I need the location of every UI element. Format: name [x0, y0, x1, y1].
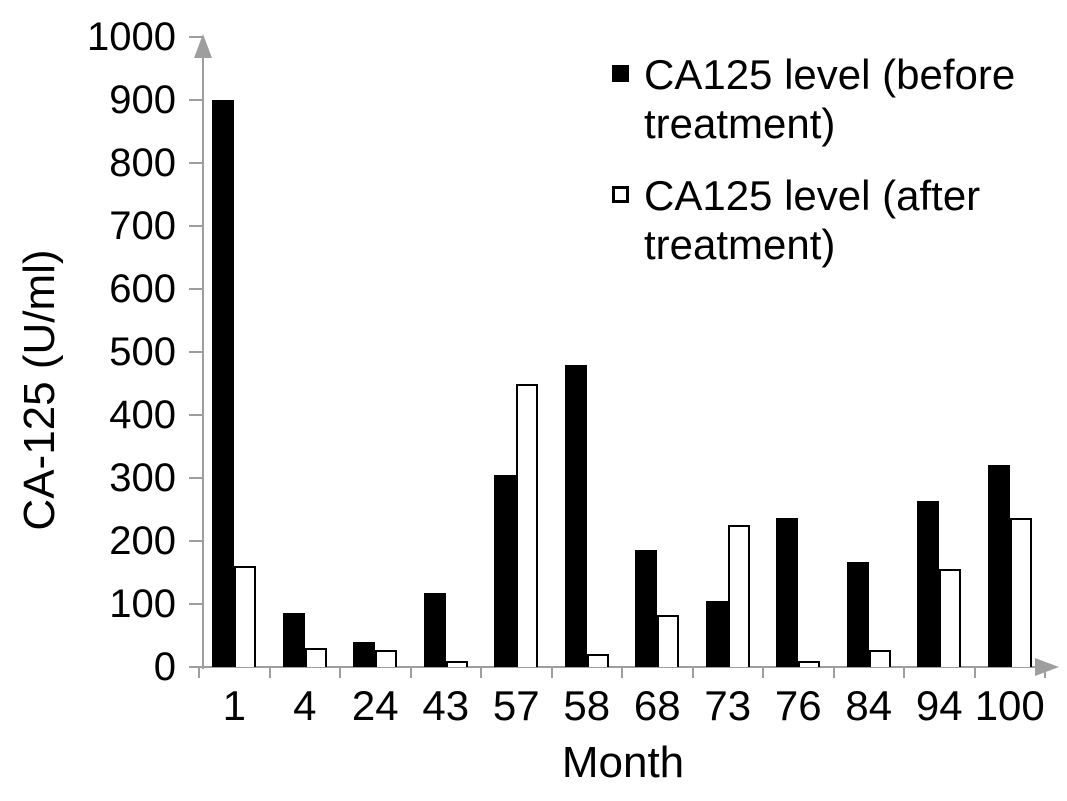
y-tick [189, 225, 203, 227]
y-axis-arrow-icon [194, 34, 212, 58]
y-tick [189, 414, 203, 416]
x-tick [480, 667, 482, 678]
x-tick [621, 667, 623, 678]
y-tick-label: 300 [109, 456, 176, 500]
legend: CA125 level (before treatment) CA125 lev… [612, 50, 1015, 269]
y-tick-label: 900 [109, 78, 176, 122]
bar-after-month-4 [304, 648, 327, 667]
x-tick-label: 57 [492, 682, 540, 729]
y-tick [189, 351, 203, 353]
x-tick-label: 84 [845, 682, 893, 729]
bar-before-month-76 [776, 517, 799, 667]
x-tick [409, 667, 412, 678]
bar-before-month-73 [705, 601, 728, 667]
x-tick-label: 43 [422, 682, 470, 729]
legend-label-after: CA125 level (after treatment) [644, 172, 981, 268]
y-tick-label: 1000 [87, 15, 176, 59]
x-tick [1044, 667, 1046, 678]
y-tick [189, 666, 203, 668]
x-tick [903, 667, 905, 678]
legend-marker-before-icon [612, 65, 629, 82]
x-tick-label: 73 [704, 682, 752, 729]
x-tick [973, 667, 976, 678]
x-tick [550, 667, 553, 678]
y-tick-label: 500 [109, 330, 176, 374]
y-tick-label: 200 [109, 519, 176, 563]
x-axis-line [196, 666, 1038, 668]
bar-before-month-84 [846, 562, 869, 667]
y-tick [189, 36, 203, 38]
y-tick [189, 603, 203, 605]
x-tick [198, 667, 200, 678]
y-tick-label: 700 [109, 204, 176, 248]
x-tick-label: 68 [633, 682, 681, 729]
bar-after-month-24 [375, 649, 398, 667]
bar-before-month-68 [635, 549, 658, 667]
y-tick [189, 477, 203, 479]
bar-before-month-94 [917, 501, 940, 667]
bar-before-month-43 [423, 592, 446, 667]
y-tick [189, 540, 203, 542]
legend-entry-after: CA125 level (after treatment) [612, 171, 1015, 269]
x-tick-label: 4 [293, 682, 317, 729]
bar-after-month-57 [516, 383, 539, 667]
x-tick-label: 94 [915, 682, 963, 729]
x-tick [268, 667, 271, 678]
bar-after-month-68 [657, 614, 680, 667]
x-tick-label: 76 [774, 682, 822, 729]
y-tick [189, 288, 203, 290]
bar-before-month-4 [282, 613, 305, 667]
y-tick [189, 99, 203, 101]
bar-before-month-58 [564, 364, 587, 667]
bar-after-month-73 [727, 524, 750, 667]
y-tick-label: 800 [109, 141, 176, 185]
legend-entry-before: CA125 level (before treatment) [612, 50, 1015, 148]
bar-before-month-24 [353, 641, 376, 667]
bar-after-month-94 [939, 569, 962, 667]
bar-before-month-100 [987, 465, 1010, 667]
legend-label-before: CA125 level (before treatment) [644, 51, 1016, 147]
x-tick-label: 1 [222, 682, 246, 729]
bar-after-month-84 [868, 649, 891, 667]
bar-after-month-76 [798, 660, 821, 667]
x-axis-arrow-icon [1035, 658, 1059, 676]
x-tick [691, 667, 694, 678]
bar-before-month-57 [494, 474, 517, 667]
y-tick-label: 400 [109, 393, 176, 437]
x-tick-label: 58 [563, 682, 611, 729]
y-axis-line [202, 48, 204, 669]
legend-marker-after-icon [612, 186, 629, 203]
bar-after-month-1 [234, 566, 257, 667]
x-tick [832, 667, 835, 678]
y-tick-label: 100 [109, 582, 176, 626]
y-tick [189, 162, 203, 164]
y-tick-label: 0 [153, 645, 176, 689]
x-tick-label: 24 [351, 682, 399, 729]
y-tick-label: 600 [109, 267, 176, 311]
x-tick [762, 667, 764, 678]
bar-after-month-100 [1009, 518, 1032, 667]
bar-after-month-58 [586, 654, 609, 667]
bar-before-month-1 [212, 100, 235, 667]
x-tick [339, 667, 341, 678]
bar-after-month-43 [445, 660, 468, 667]
x-axis-title: Month [561, 738, 685, 787]
x-tick-label: 100 [974, 682, 1045, 729]
